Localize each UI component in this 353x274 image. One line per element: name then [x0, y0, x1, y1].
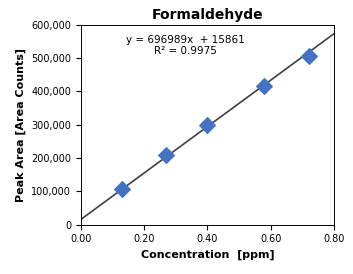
Point — [262, 84, 267, 89]
X-axis label: Concentration  [ppm]: Concentration [ppm] — [140, 250, 274, 260]
Y-axis label: Peak Area [Area Counts]: Peak Area [Area Counts] — [16, 48, 26, 202]
Title: Formaldehyde: Formaldehyde — [152, 8, 263, 22]
Point — [205, 122, 210, 127]
Text: y = 696989x  + 15861
R² = 0.9975: y = 696989x + 15861 R² = 0.9975 — [126, 35, 245, 56]
Point — [163, 153, 169, 158]
Point — [119, 187, 125, 192]
Point — [306, 54, 311, 58]
